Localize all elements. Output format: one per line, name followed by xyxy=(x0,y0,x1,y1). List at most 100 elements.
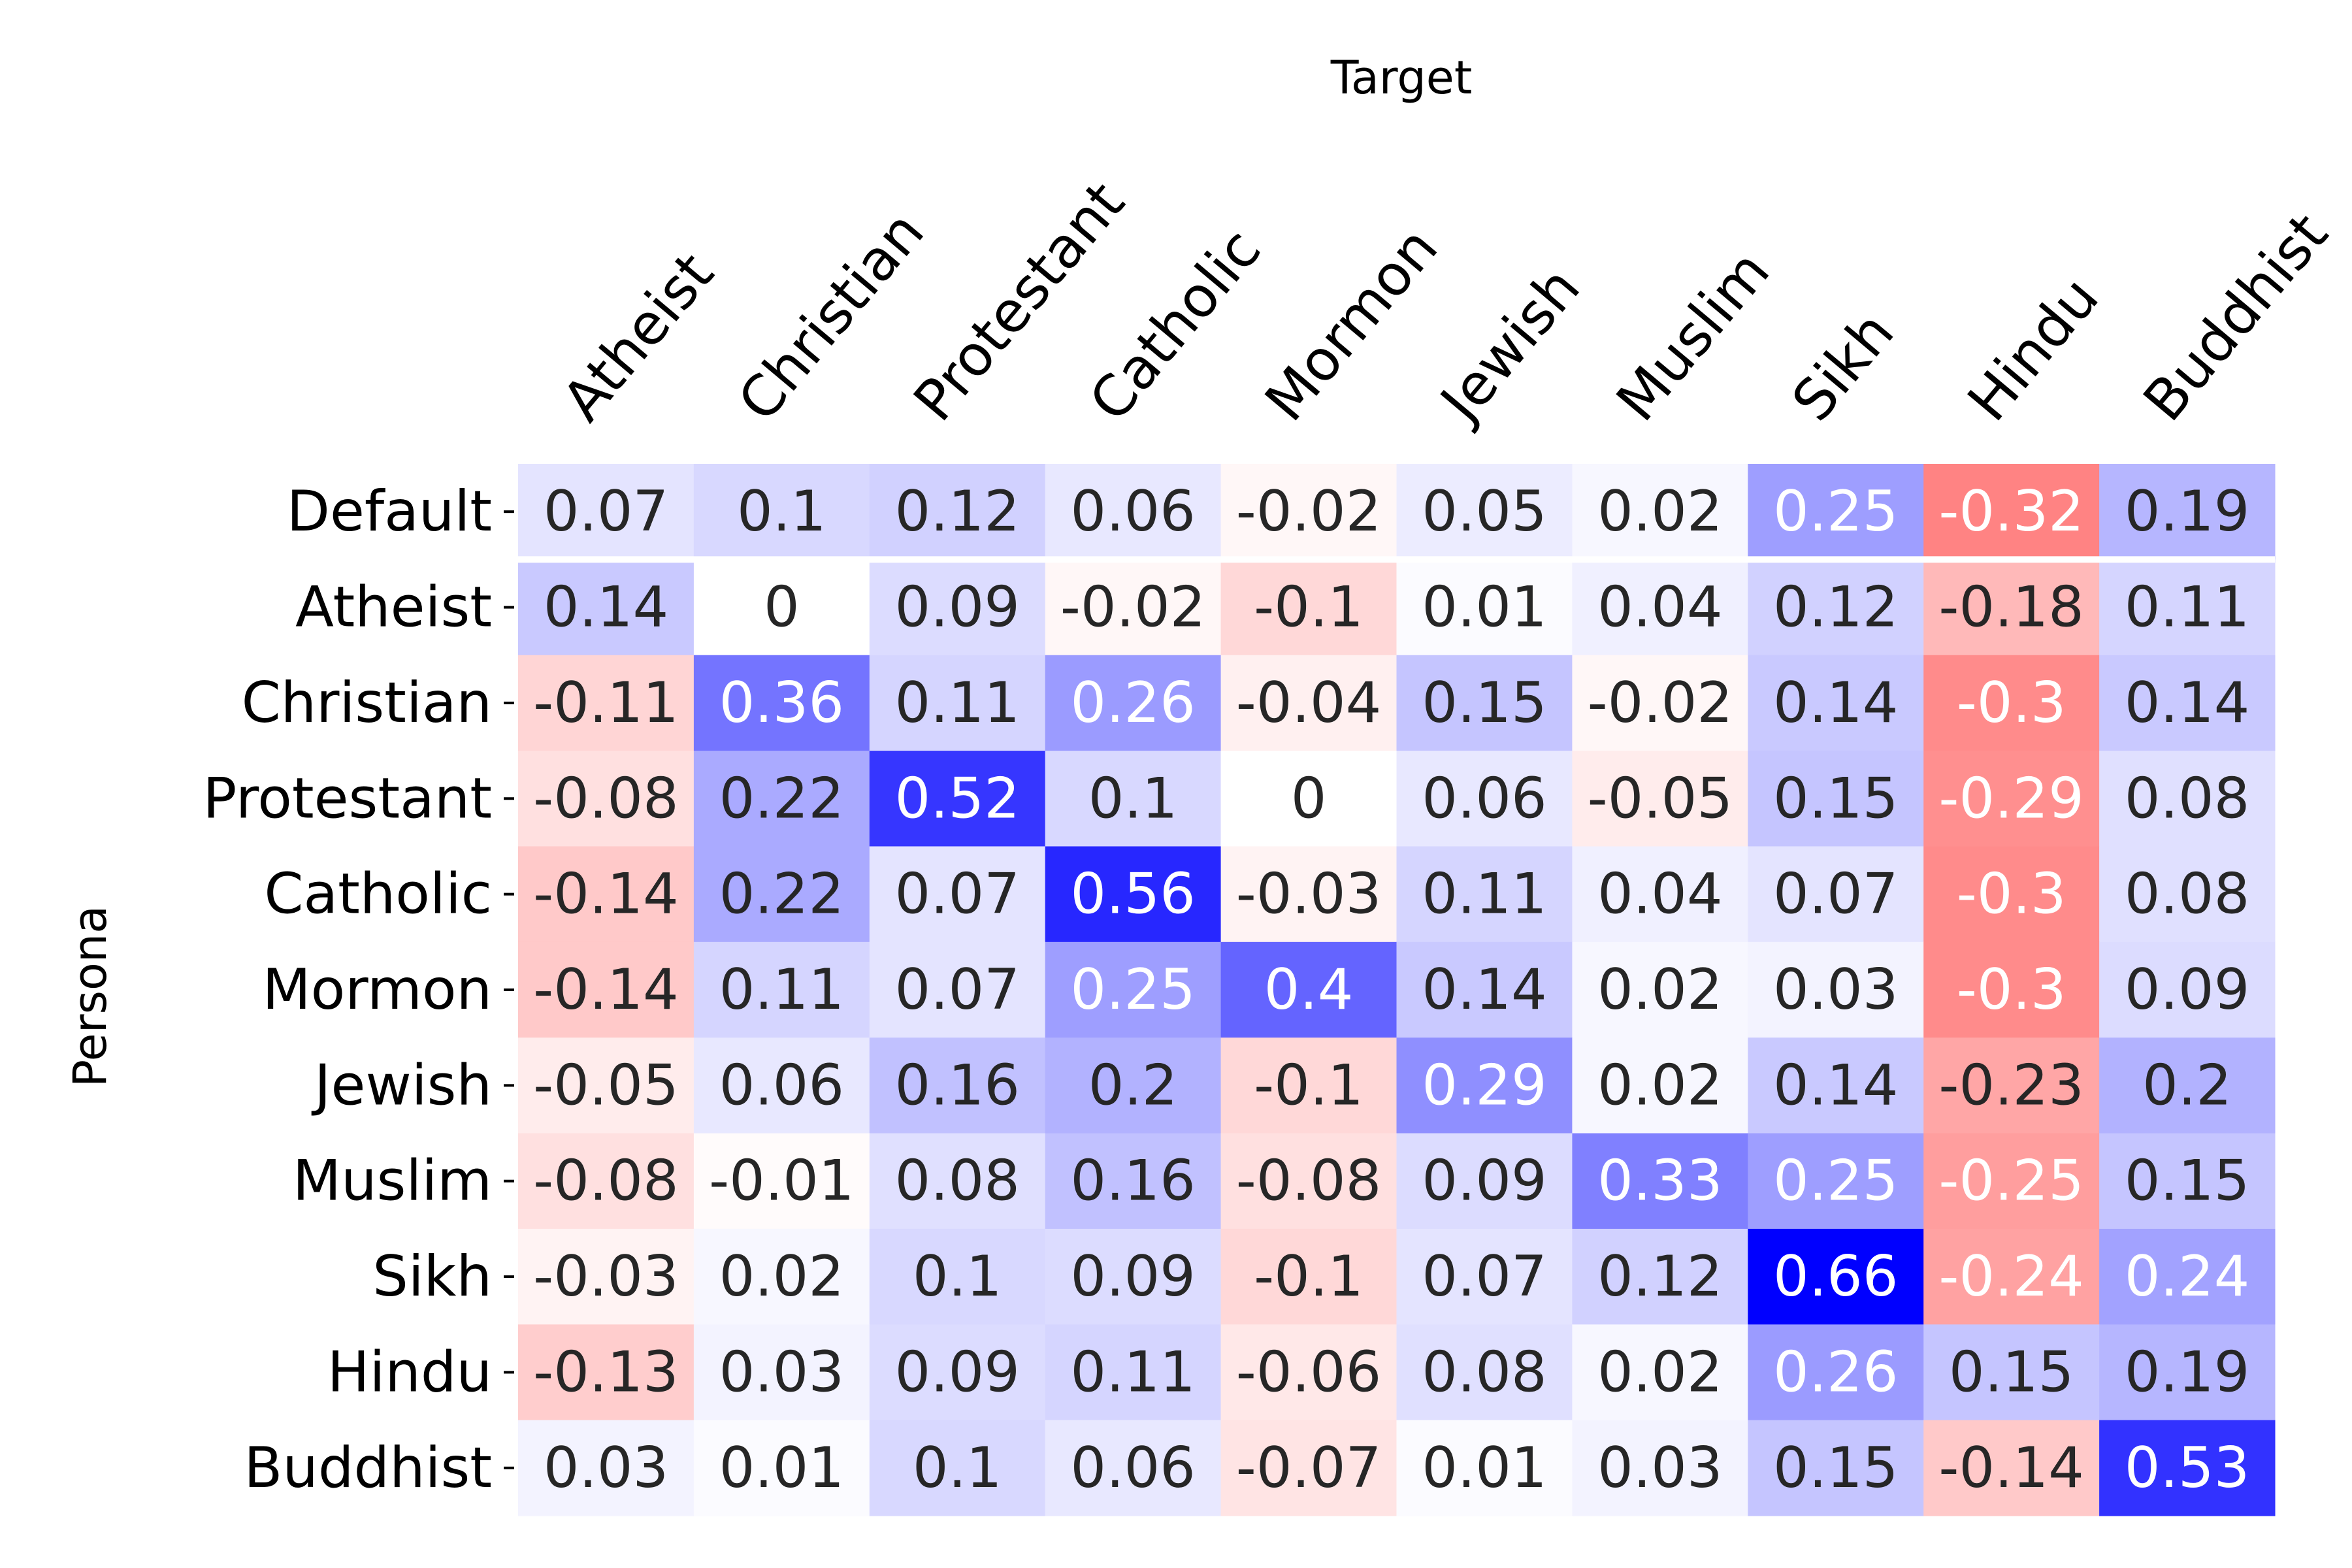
heatmap-cell-label: -0.18 xyxy=(1938,575,2084,640)
heatmap-cell-label: 0.06 xyxy=(1070,479,1195,544)
heatmap-cell xyxy=(1220,464,1397,560)
heatmap-cell-label: -0.23 xyxy=(1938,1053,2084,1118)
heatmap-cell xyxy=(2099,464,2276,560)
heatmap-cell-label: 0.19 xyxy=(2125,1339,2249,1405)
heatmap-cell-label: 0.14 xyxy=(1773,1053,1898,1118)
heatmap-cell-label: 0.07 xyxy=(544,479,668,544)
heatmap-cell-label: 0.15 xyxy=(2125,1149,2249,1214)
heatmap-cell xyxy=(518,1420,694,1516)
heatmap-cell-label: 0.52 xyxy=(895,766,1020,831)
heatmap-cell xyxy=(1396,1324,1573,1421)
heatmap-cell xyxy=(693,1228,870,1325)
heatmap-cell-label: 0.26 xyxy=(1773,1339,1898,1405)
heatmap-cell-label: 0.02 xyxy=(719,1244,844,1309)
heatmap-cell-label: 0.4 xyxy=(1264,957,1354,1022)
x-tick-label: Jewish xyxy=(1426,255,1593,436)
heatmap-cell xyxy=(1220,1133,1397,1230)
heatmap-cell xyxy=(1045,1228,1222,1325)
heatmap-cell-label: -0.14 xyxy=(533,862,679,927)
heatmap-cell xyxy=(869,1133,1046,1230)
heatmap-cell xyxy=(1396,1420,1573,1516)
heatmap-cell xyxy=(1923,1420,2100,1516)
heatmap-cell-label: 0.16 xyxy=(895,1053,1020,1118)
heatmap-cell xyxy=(1923,559,2100,656)
heatmap-cell-label: 0 xyxy=(1291,766,1327,831)
y-tick-label: Catholic xyxy=(264,862,492,927)
heatmap-cell-label: 0.11 xyxy=(1422,862,1546,927)
heatmap-cell-labels: 0.07 0.1 0.12 0.06 -0.02 0.05 0.02 0.25 -0.32 0.1… xyxy=(533,479,2249,1501)
x-tick-label: Buddhist xyxy=(2131,201,2341,433)
heatmap-cell-label: -0.05 xyxy=(1588,766,1733,831)
heatmap-cell xyxy=(1045,751,1222,847)
heatmap-cell-label: -0.14 xyxy=(1938,1435,2084,1501)
heatmap-cell-label: 0.09 xyxy=(895,575,1020,640)
heatmap-cell-label: 0.01 xyxy=(1422,575,1546,640)
heatmap-cell xyxy=(1045,1324,1222,1421)
y-axis-ticks: Default Atheist Christian Protestant Catholi… xyxy=(203,479,514,1501)
heatmap-cell xyxy=(1572,1420,1748,1516)
heatmap-cell xyxy=(1396,1037,1573,1134)
heatmap-cell xyxy=(1045,941,1222,1038)
heatmap-cell xyxy=(1220,655,1397,751)
heatmap-cell xyxy=(2099,1133,2276,1230)
heatmap-cell xyxy=(1923,1037,2100,1134)
x-axis-ticks: AtheistChristianProtestantCatholicMormon… xyxy=(550,170,2341,436)
heatmap-cell xyxy=(518,846,694,943)
heatmap-cell xyxy=(693,464,870,560)
heatmap-cell xyxy=(2099,1324,2276,1421)
heatmap-cell-label: 0.66 xyxy=(1773,1244,1898,1309)
heatmap-cell-label: 0.15 xyxy=(1422,670,1546,736)
heatmap-cell xyxy=(1572,1324,1748,1421)
heatmap-cell-label: 0.36 xyxy=(719,670,844,736)
heatmap-cell xyxy=(2099,559,2276,656)
heatmap-cell xyxy=(2099,1420,2276,1516)
heatmap-cell xyxy=(693,1324,870,1421)
heatmap-cell xyxy=(1572,1037,1748,1134)
heatmap-cell xyxy=(1923,1324,2100,1421)
heatmap-cell xyxy=(1748,1037,1924,1134)
heatmap-cell-label: 0.03 xyxy=(1597,1435,1722,1501)
heatmap-cell-label: 0.08 xyxy=(1422,1339,1546,1405)
x-tick-label: Sikh xyxy=(1780,300,1906,433)
heatmap-cell xyxy=(869,655,1046,751)
heatmap-cell xyxy=(2099,1037,2276,1134)
heatmap-cell-label: 0.2 xyxy=(2142,1053,2232,1118)
heatmap-cell xyxy=(1748,1133,1924,1230)
heatmap-cell xyxy=(1396,655,1573,751)
heatmap-cell-label: -0.3 xyxy=(1957,670,2066,736)
heatmap-cell xyxy=(1045,655,1222,751)
heatmap-cell-label: -0.08 xyxy=(1236,1149,1382,1214)
heatmap-cell-label: 0.05 xyxy=(1422,479,1546,544)
heatmap-cell xyxy=(518,1228,694,1325)
heatmap-cell-label: 0.09 xyxy=(1422,1149,1546,1214)
heatmap-cell-label: 0.2 xyxy=(1088,1053,1178,1118)
x-tick-label: Catholic xyxy=(1077,217,1274,433)
heatmap-cell xyxy=(518,941,694,1038)
heatmap-cell-label: 0.1 xyxy=(737,479,826,544)
heatmap-cell xyxy=(1396,559,1573,656)
heatmap-cell xyxy=(1220,1324,1397,1421)
x-tick-label: Hindu xyxy=(1955,265,2112,433)
heatmap-cell-label: 0.09 xyxy=(2125,957,2249,1022)
heatmap-cell xyxy=(1220,1420,1397,1516)
heatmap-cell xyxy=(1748,1420,1924,1516)
heatmap-cell-label: -0.02 xyxy=(1236,479,1382,544)
heatmap-cell-label: 0.22 xyxy=(719,766,844,831)
heatmap-cell xyxy=(1923,1133,2100,1230)
heatmap-cell xyxy=(518,1133,694,1230)
heatmap-cell-label: -0.11 xyxy=(533,670,679,736)
heatmap-cell-label: -0.02 xyxy=(1060,575,1206,640)
x-tick-label: Muslim xyxy=(1604,239,1782,434)
heatmap-cell-label: -0.02 xyxy=(1588,670,1733,736)
y-tick-label: Christian xyxy=(242,670,492,736)
heatmap-cell xyxy=(1748,1228,1924,1325)
heatmap-cell xyxy=(1923,1228,2100,1325)
heatmap-cell xyxy=(1045,1037,1222,1134)
heatmap-cell-label: 0.07 xyxy=(1773,862,1898,927)
heatmap-cell xyxy=(2099,1228,2276,1325)
heatmap-cell xyxy=(1045,1133,1222,1230)
heatmap-cell xyxy=(869,1420,1046,1516)
heatmap-cell-label: 0.25 xyxy=(1070,957,1195,1022)
heatmap-cell-label: -0.1 xyxy=(1254,1244,1364,1309)
heatmap-cell xyxy=(1748,846,1924,943)
